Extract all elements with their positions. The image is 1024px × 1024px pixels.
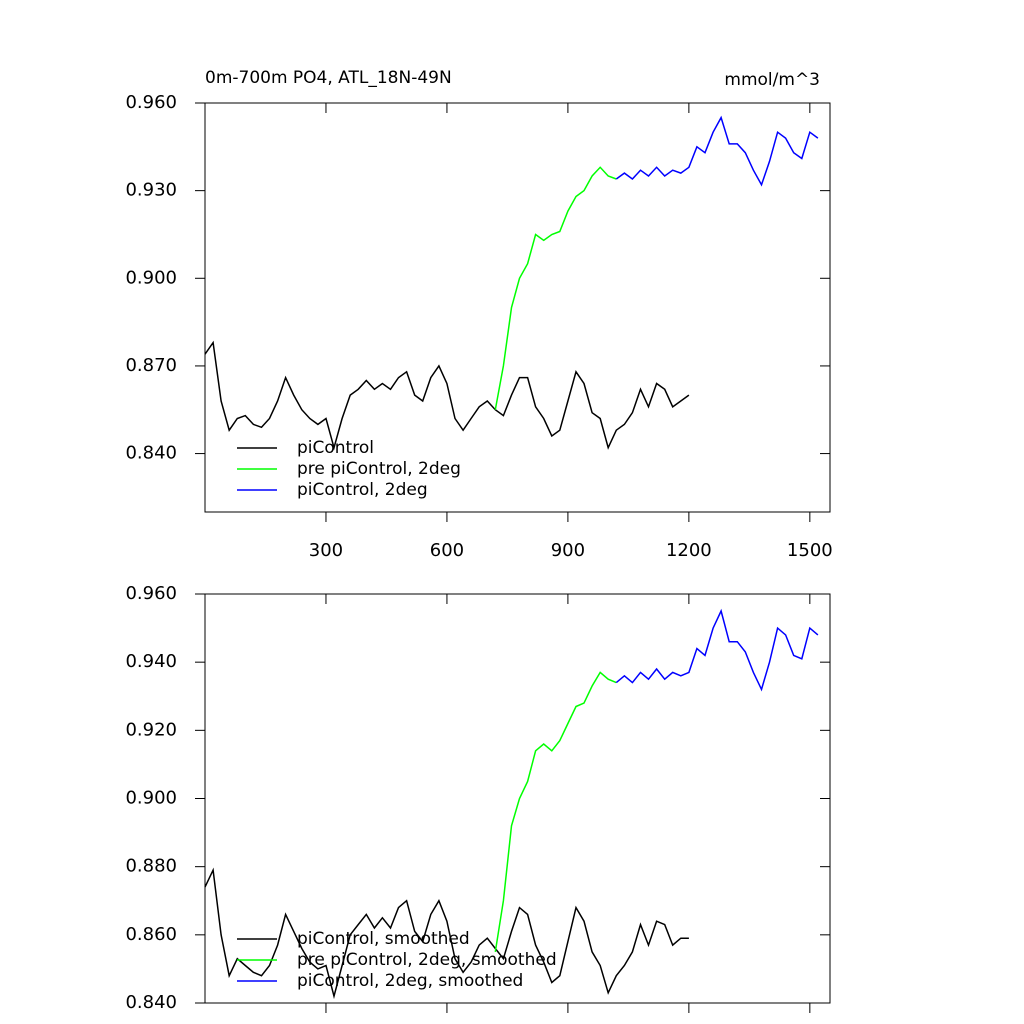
x-tick-label: 600 [430, 540, 464, 561]
legend-label: piControl [297, 438, 374, 458]
y-tick-label: 0.900 [125, 267, 177, 288]
series-line [204, 867, 689, 1000]
y-tick-label: 0.870 [125, 355, 177, 376]
x-tick-label: 300 [309, 540, 343, 561]
series-line [494, 166, 617, 410]
y-tick-label: 0.860 [125, 924, 177, 945]
y-tick-label: 0.960 [125, 583, 177, 604]
y-tick-label: 0.840 [125, 992, 177, 1013]
series-line [494, 671, 617, 953]
y-tick-label: 0.930 [125, 180, 177, 201]
y-tick-label: 0.920 [125, 719, 177, 740]
legend-label: pre piControl, 2deg, smoothed [297, 950, 557, 970]
y-tick-label: 0.900 [125, 788, 177, 809]
legend-label: piControl, 2deg, smoothed [297, 971, 523, 991]
x-tick-label: 900 [551, 540, 585, 561]
series-line [204, 340, 690, 451]
y-tick-label: 0.960 [125, 92, 177, 113]
y-tick-label: 0.840 [125, 443, 177, 464]
plot-frame [204, 102, 831, 513]
legend-label: pre piControl, 2deg [297, 459, 461, 479]
units-label: mmol/m^3 [724, 70, 820, 90]
y-tick-label: 0.880 [125, 856, 177, 877]
chart-title: 0m-700m PO4, ATL_18N-49N [205, 68, 452, 88]
legend-label: piControl, smoothed [297, 929, 470, 949]
series-line [615, 115, 819, 187]
legend-label: piControl, 2deg [297, 480, 428, 500]
x-tick-label: 1200 [666, 540, 712, 561]
x-tick-label: 1500 [787, 540, 833, 561]
series-line [615, 608, 819, 692]
y-tick-label: 0.940 [125, 651, 177, 672]
